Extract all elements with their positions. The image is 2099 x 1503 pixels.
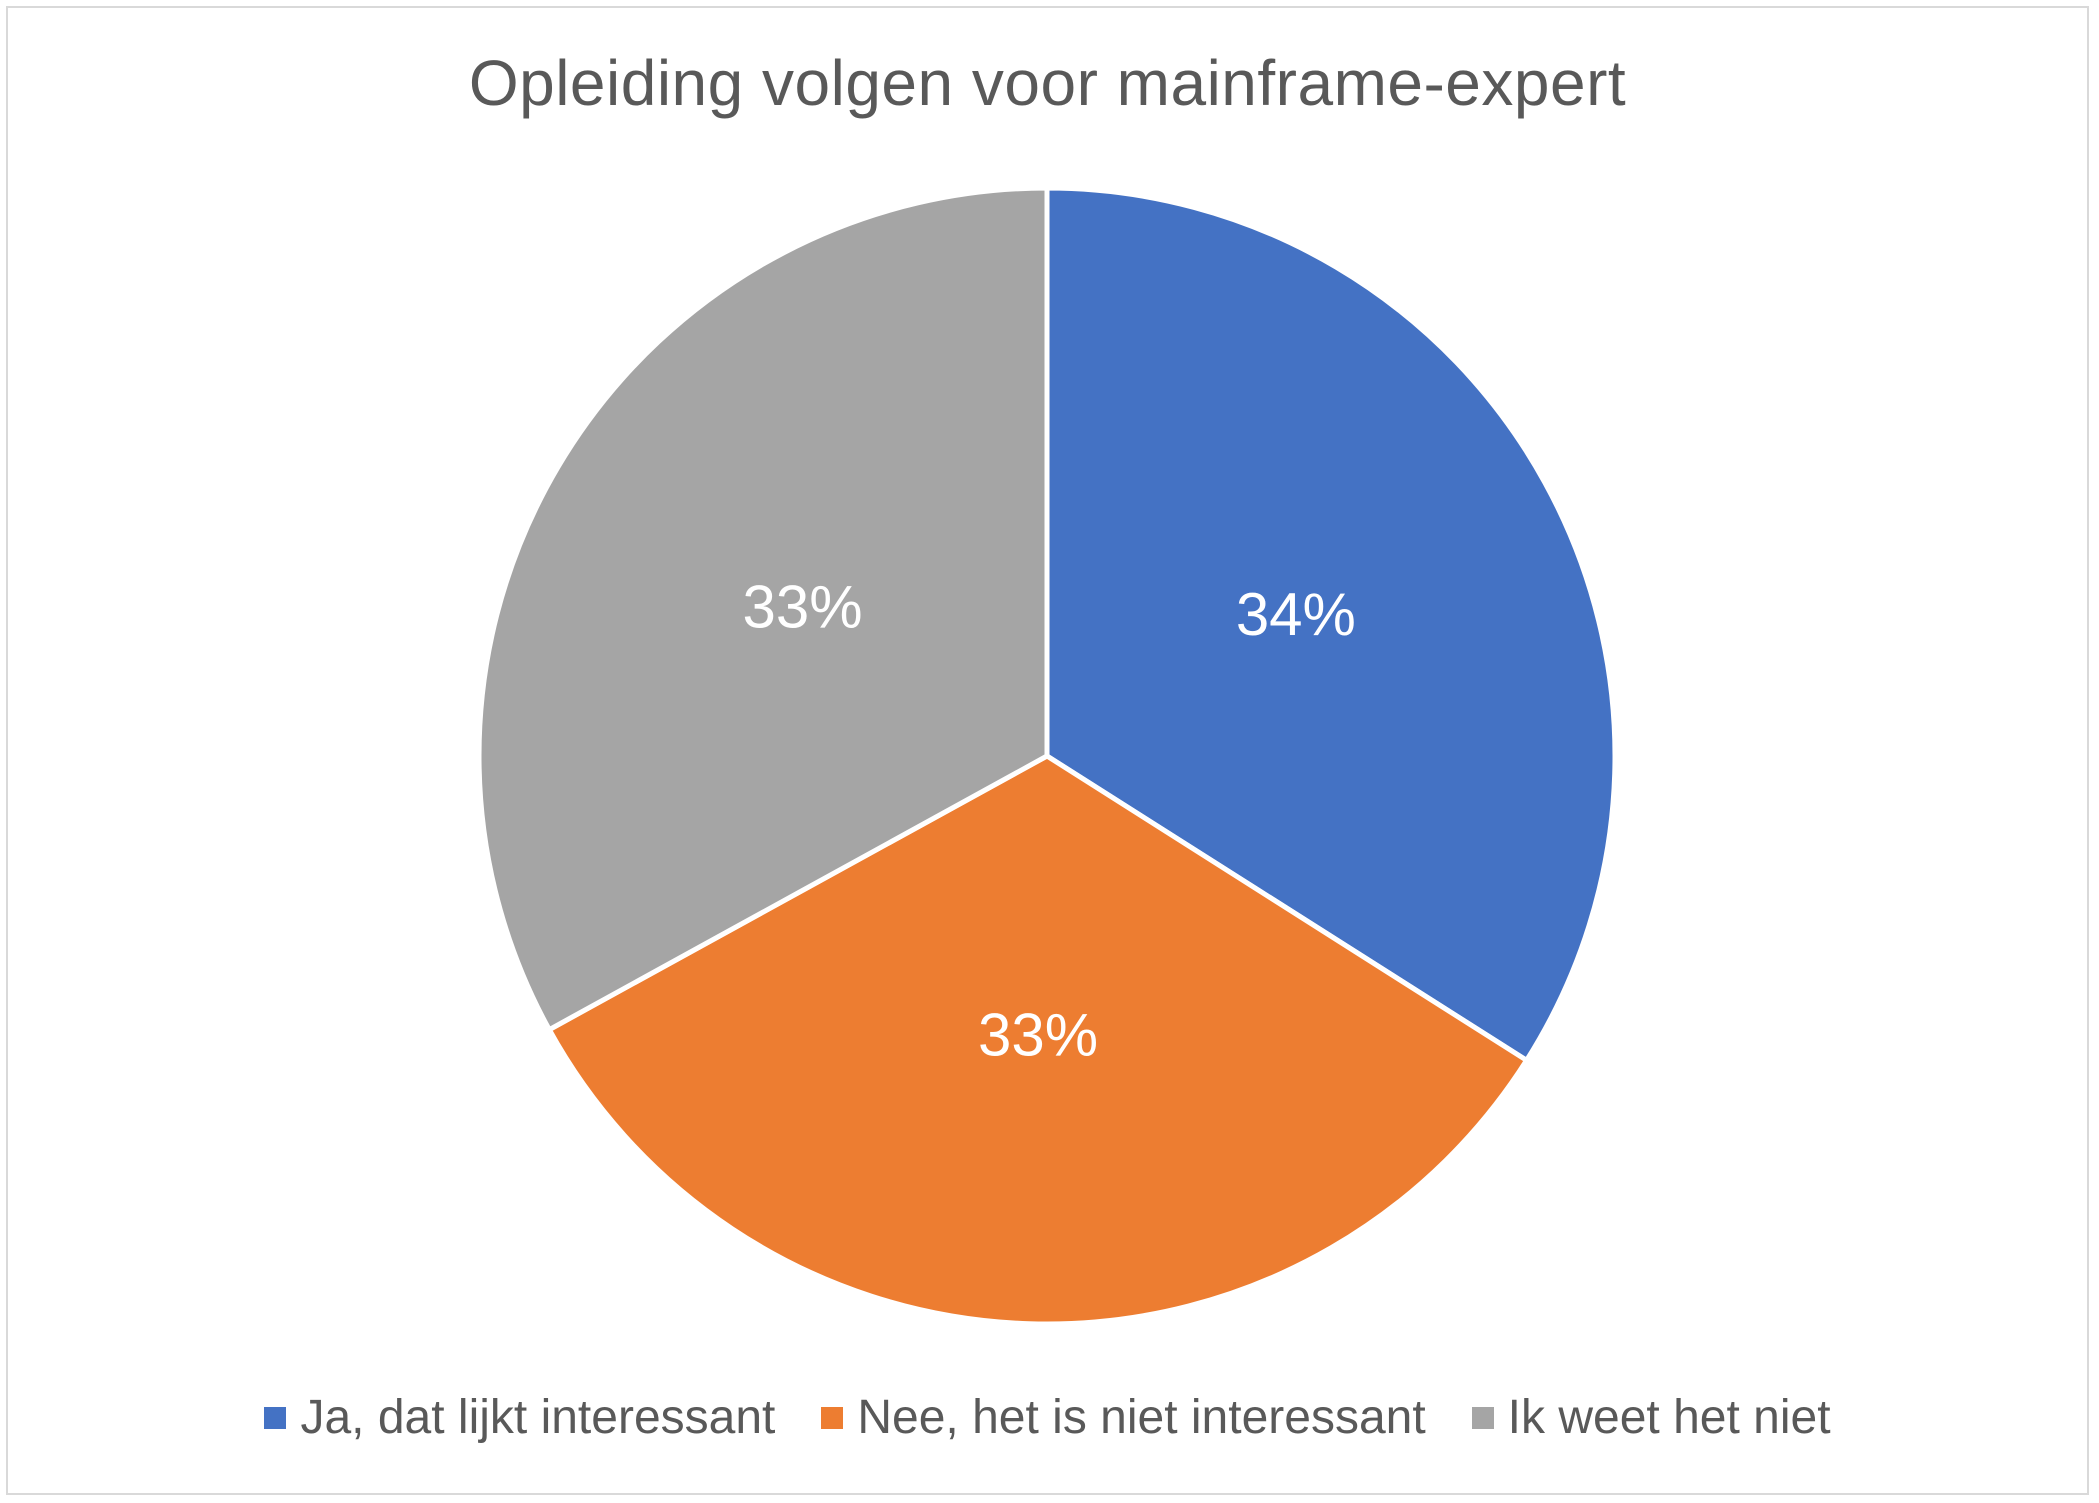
pie-slice-weet-niet <box>476 185 1050 1033</box>
legend-swatch-ja <box>264 1406 287 1429</box>
data-label-nee: 33% <box>978 1002 1098 1069</box>
legend-label-ja: Ja, dat lijkt interessant <box>300 1391 776 1444</box>
legend-label-nee: Nee, het is niet interessant <box>857 1391 1426 1444</box>
pie-data-labels: 34% 33% 33% <box>743 573 1356 1068</box>
legend-swatch-nee <box>821 1406 844 1429</box>
pie-slices <box>476 185 1618 1327</box>
legend-label-weet-niet: Ik weet het niet <box>1507 1391 1831 1444</box>
data-label-weet-niet: 33% <box>743 573 863 640</box>
legend-item-nee: Nee, het is niet interessant <box>821 1390 1426 1445</box>
pie-chart: 34% 33% 33% <box>476 185 1618 1327</box>
legend-item-ja: Ja, dat lijkt interessant <box>264 1390 775 1445</box>
data-label-ja: 34% <box>1236 581 1356 648</box>
chart-frame: Opleiding volgen voor mainframe-expert 3… <box>6 6 2089 1495</box>
chart-title: Opleiding volgen voor mainframe-expert <box>468 47 1627 119</box>
legend-item-weet-niet: Ik weet het niet <box>1471 1390 1831 1445</box>
legend-swatch-weet-niet <box>1471 1406 1494 1429</box>
chart-legend: Ja, dat lijkt interessant Nee, het is ni… <box>8 1390 2087 1445</box>
pie-slice-ja <box>1044 185 1618 1063</box>
